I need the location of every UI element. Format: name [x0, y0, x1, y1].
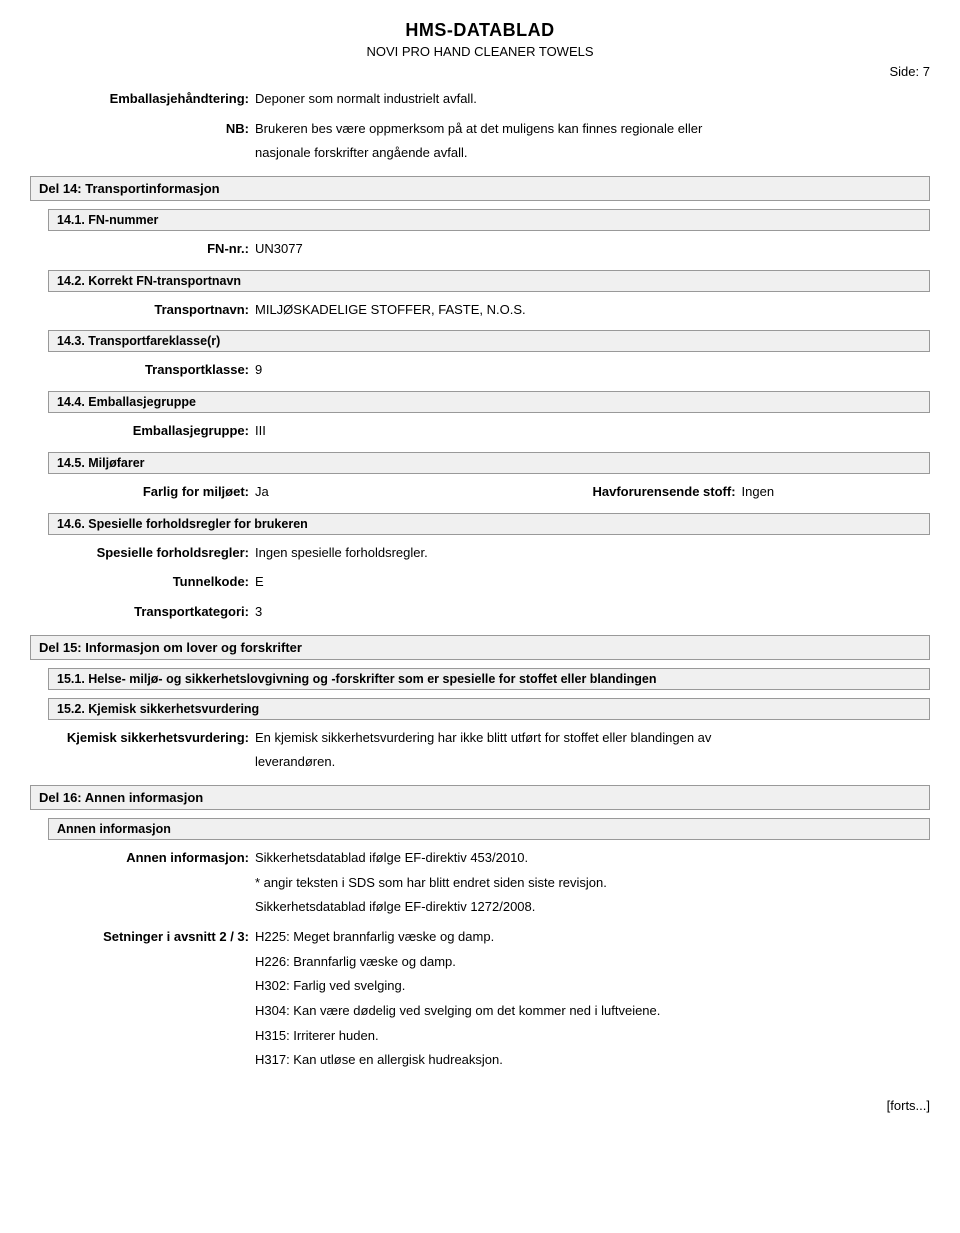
fn-number-label: FN-nr.: — [30, 237, 255, 262]
section-14-4-header: 14.4. Emballasjegruppe — [48, 391, 930, 413]
section-14-3-header: 14.3. Transportfareklasse(r) — [48, 330, 930, 352]
section-14-header: Del 14: Transportinformasjon — [30, 176, 930, 201]
chemical-assessment-label: Kjemisk sikkerhetsvurdering: — [30, 726, 255, 775]
marine-pollutant-label: Havforurensende stoff: — [593, 480, 742, 505]
section-16-header: Del 16: Annen informasjon — [30, 785, 930, 810]
section-15-header: Del 15: Informasjon om lover og forskrif… — [30, 635, 930, 660]
tunnel-code-value: E — [255, 570, 930, 595]
info-line-3: Sikkerhetsdatablad ifølge EF-direktiv 12… — [255, 895, 930, 920]
other-info-subheader: Annen informasjon — [48, 818, 930, 840]
packaging-handling-row: Emballasjehåndtering: Deponer som normal… — [30, 87, 930, 112]
continuation-mark: [forts...] — [30, 1098, 930, 1113]
doc-title: HMS-DATABLAD — [30, 20, 930, 41]
packing-group-label: Emballasjegruppe: — [30, 419, 255, 444]
assess-line-1: En kjemisk sikkerhetsvurdering har ikke … — [255, 726, 930, 751]
transport-category-value: 3 — [255, 600, 930, 625]
section-14-1-header: 14.1. FN-nummer — [48, 209, 930, 231]
page-label: Side: — [890, 64, 920, 79]
transport-class-label: Transportklasse: — [30, 358, 255, 383]
special-precautions-value: Ingen spesielle forholdsregler. — [255, 541, 930, 566]
nb-label: NB: — [30, 117, 255, 166]
section-14-2-header: 14.2. Korrekt FN-transportnavn — [48, 270, 930, 292]
nb-row: NB: Brukeren bes være oppmerksom på at d… — [30, 117, 930, 166]
nb-line-1: Brukeren bes være oppmerksom på at det m… — [255, 117, 930, 142]
phrases-label: Setninger i avsnitt 2 / 3: — [30, 925, 255, 1073]
other-info-label: Annen informasjon: — [30, 846, 255, 920]
doc-subtitle: NOVI PRO HAND CLEANER TOWELS — [30, 44, 930, 59]
phrases-value: H225: Meget brannfarlig væske og damp. H… — [255, 925, 930, 1073]
fn-number-value: UN3077 — [255, 237, 930, 262]
packing-group-row: Emballasjegruppe: III — [30, 419, 930, 444]
chemical-assessment-row: Kjemisk sikkerhetsvurdering: En kjemisk … — [30, 726, 930, 775]
section-15-1-header: 15.1. Helse- miljø- og sikkerhetslovgivn… — [48, 668, 930, 690]
transport-class-row: Transportklasse: 9 — [30, 358, 930, 383]
packaging-handling-label: Emballasjehåndtering: — [30, 87, 255, 112]
transport-name-row: Transportnavn: MILJØSKADELIGE STOFFER, F… — [30, 298, 930, 323]
info-line-1: Sikkerhetsdatablad ifølge EF-direktiv 45… — [255, 846, 930, 871]
fn-number-row: FN-nr.: UN3077 — [30, 237, 930, 262]
assess-line-2: leverandøren. — [255, 750, 930, 775]
env-hazard-value: Ja — [255, 480, 269, 505]
phrase-h225: H225: Meget brannfarlig væske og damp. — [255, 925, 930, 950]
info-line-2: * angir teksten i SDS som har blitt endr… — [255, 871, 930, 896]
packing-group-value: III — [255, 419, 930, 444]
section-14-5-header: 14.5. Miljøfarer — [48, 452, 930, 474]
nb-value: Brukeren bes være oppmerksom på at det m… — [255, 117, 930, 166]
special-precautions-label: Spesielle forholdsregler: — [30, 541, 255, 566]
transport-name-label: Transportnavn: — [30, 298, 255, 323]
nb-line-2: nasjonale forskrifter angående avfall. — [255, 141, 930, 166]
marine-pollutant-value: Ingen — [742, 480, 775, 505]
page-value: 7 — [923, 64, 930, 79]
document-header: HMS-DATABLAD NOVI PRO HAND CLEANER TOWEL… — [30, 20, 930, 59]
phrase-h302: H302: Farlig ved svelging. — [255, 974, 930, 999]
page-number: Side: 7 — [30, 64, 930, 79]
transport-name-value: MILJØSKADELIGE STOFFER, FASTE, N.O.S. — [255, 298, 930, 323]
tunnel-code-row: Tunnelkode: E — [30, 570, 930, 595]
special-precautions-row: Spesielle forholdsregler: Ingen spesiell… — [30, 541, 930, 566]
other-info-row: Annen informasjon: Sikkerhetsdatablad if… — [30, 846, 930, 920]
section-14-6-header: 14.6. Spesielle forholdsregler for bruke… — [48, 513, 930, 535]
section-15-2-header: 15.2. Kjemisk sikkerhetsvurdering — [48, 698, 930, 720]
transport-category-row: Transportkategori: 3 — [30, 600, 930, 625]
phrase-h226: H226: Brannfarlig væske og damp. — [255, 950, 930, 975]
phrase-h315: H315: Irriterer huden. — [255, 1024, 930, 1049]
phrase-h304: H304: Kan være dødelig ved svelging om d… — [255, 999, 930, 1024]
transport-class-value: 9 — [255, 358, 930, 383]
tunnel-code-label: Tunnelkode: — [30, 570, 255, 595]
packaging-handling-value: Deponer som normalt industrielt avfall. — [255, 87, 930, 112]
chemical-assessment-value: En kjemisk sikkerhetsvurdering har ikke … — [255, 726, 930, 775]
other-info-value: Sikkerhetsdatablad ifølge EF-direktiv 45… — [255, 846, 930, 920]
phrase-h317: H317: Kan utløse en allergisk hudreaksjo… — [255, 1048, 930, 1073]
env-hazard-label: Farlig for miljøet: — [30, 480, 255, 505]
env-hazard-row: Farlig for miljøet: Ja Havforurensende s… — [30, 480, 930, 505]
transport-category-label: Transportkategori: — [30, 600, 255, 625]
phrases-row: Setninger i avsnitt 2 / 3: H225: Meget b… — [30, 925, 930, 1073]
